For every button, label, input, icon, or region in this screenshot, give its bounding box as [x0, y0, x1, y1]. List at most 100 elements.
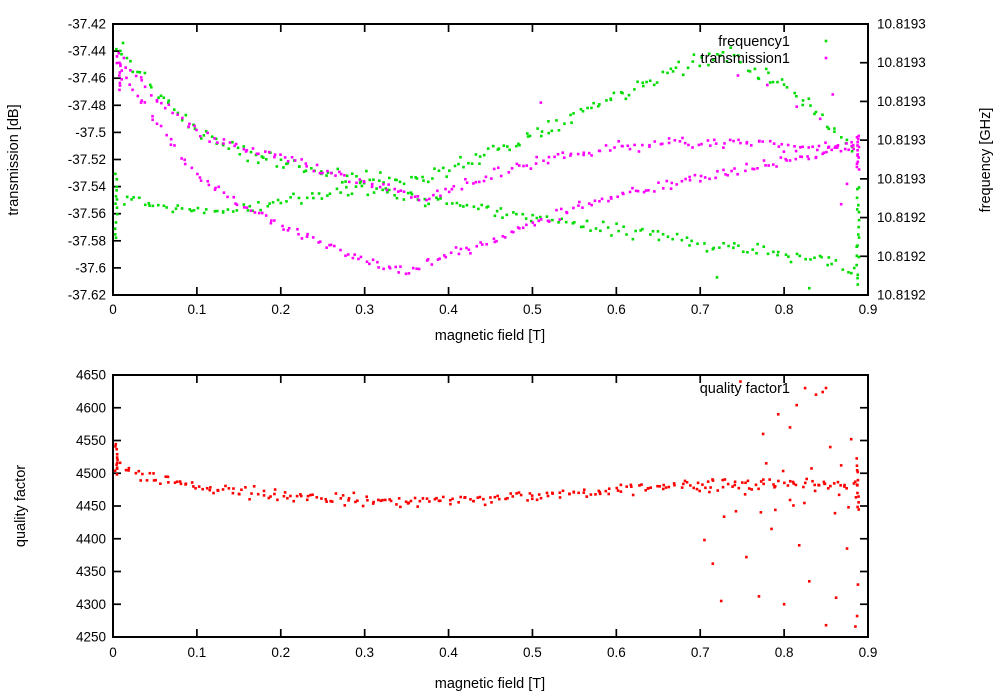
x-tick-label: 0.2	[271, 302, 290, 317]
data-point	[737, 486, 741, 490]
data-point	[707, 63, 710, 67]
data-point	[410, 175, 413, 179]
data-point	[197, 485, 201, 488]
data-point	[321, 171, 324, 175]
data-point	[326, 194, 329, 197]
data-point	[700, 142, 703, 146]
data-point	[856, 470, 860, 474]
data-point	[843, 147, 847, 151]
data-point	[169, 137, 173, 141]
data-point	[490, 501, 493, 504]
data-point	[345, 185, 348, 189]
data-point	[318, 240, 322, 243]
data-point	[407, 272, 411, 275]
data-point	[134, 471, 138, 475]
data-point	[449, 251, 453, 255]
data-point	[160, 101, 163, 105]
data-point	[762, 478, 765, 481]
y-tick-label: 4300	[76, 597, 106, 612]
data-point	[143, 101, 147, 104]
data-point	[673, 483, 676, 487]
data-point	[845, 138, 849, 142]
data-point	[343, 504, 347, 507]
data-point	[726, 173, 730, 177]
data-point	[509, 492, 513, 495]
data-point	[822, 480, 826, 484]
y2-tick-label: 10.8193	[877, 133, 926, 148]
data-point	[850, 149, 854, 153]
data-point	[782, 602, 786, 606]
data-point	[739, 380, 742, 383]
data-point	[222, 142, 225, 145]
data-point	[508, 148, 511, 152]
data-point	[216, 141, 219, 144]
data-point	[619, 483, 623, 487]
data-point	[807, 580, 811, 583]
data-point	[625, 233, 628, 236]
data-point	[856, 244, 859, 247]
y-tick-label: 4500	[76, 466, 106, 481]
data-point	[234, 142, 238, 146]
data-point	[150, 94, 153, 97]
x-tick-label: 0.2	[271, 645, 290, 660]
data-point	[671, 237, 674, 241]
data-point	[155, 122, 159, 126]
data-point	[631, 237, 635, 241]
data-point	[279, 201, 283, 205]
data-point	[151, 118, 154, 122]
data-point	[644, 189, 648, 192]
data-point	[794, 149, 798, 153]
data-point	[856, 273, 860, 277]
data-point	[814, 393, 818, 396]
data-point	[772, 250, 775, 254]
data-point	[621, 144, 624, 148]
data-point	[445, 175, 449, 178]
y2-tick-label: 10.8193	[877, 17, 926, 32]
data-point	[116, 458, 119, 462]
data-point	[221, 488, 225, 491]
data-point	[139, 479, 142, 482]
y-tick-label: -37.56	[68, 206, 106, 221]
data-point	[152, 472, 155, 475]
data-point	[561, 151, 565, 154]
data-point	[757, 487, 760, 491]
data-point	[226, 195, 229, 199]
data-point	[638, 484, 641, 487]
data-point	[571, 221, 575, 225]
data-point	[425, 198, 428, 202]
x-tick-label: 0.6	[607, 302, 626, 317]
data-point	[118, 81, 122, 85]
data-point	[703, 242, 706, 245]
x-tick-label: 0	[109, 645, 117, 660]
data-point	[818, 117, 822, 121]
data-point	[850, 271, 853, 275]
data-point	[244, 486, 247, 489]
data-point	[670, 181, 674, 185]
data-point	[462, 205, 465, 208]
data-point	[242, 147, 246, 151]
data-point	[300, 494, 303, 498]
data-point	[521, 226, 525, 230]
data-point	[512, 211, 515, 214]
data-point	[262, 489, 266, 493]
data-point	[143, 71, 147, 75]
data-point	[506, 145, 509, 148]
data-point	[421, 497, 425, 500]
data-point	[350, 172, 354, 176]
data-point	[856, 233, 860, 236]
data-point	[634, 229, 637, 233]
data-point	[259, 208, 262, 212]
data-point	[457, 500, 460, 504]
data-point	[759, 511, 763, 514]
data-point	[372, 500, 375, 504]
data-point	[563, 122, 566, 125]
data-point	[707, 52, 711, 56]
data-point	[657, 238, 661, 242]
data-point	[273, 153, 277, 156]
data-point	[304, 169, 308, 173]
data-point	[311, 192, 314, 195]
top-x-axis-label: magnetic field [T]	[435, 328, 545, 344]
data-point	[664, 486, 668, 489]
data-point	[396, 190, 400, 193]
data-point	[184, 113, 188, 117]
